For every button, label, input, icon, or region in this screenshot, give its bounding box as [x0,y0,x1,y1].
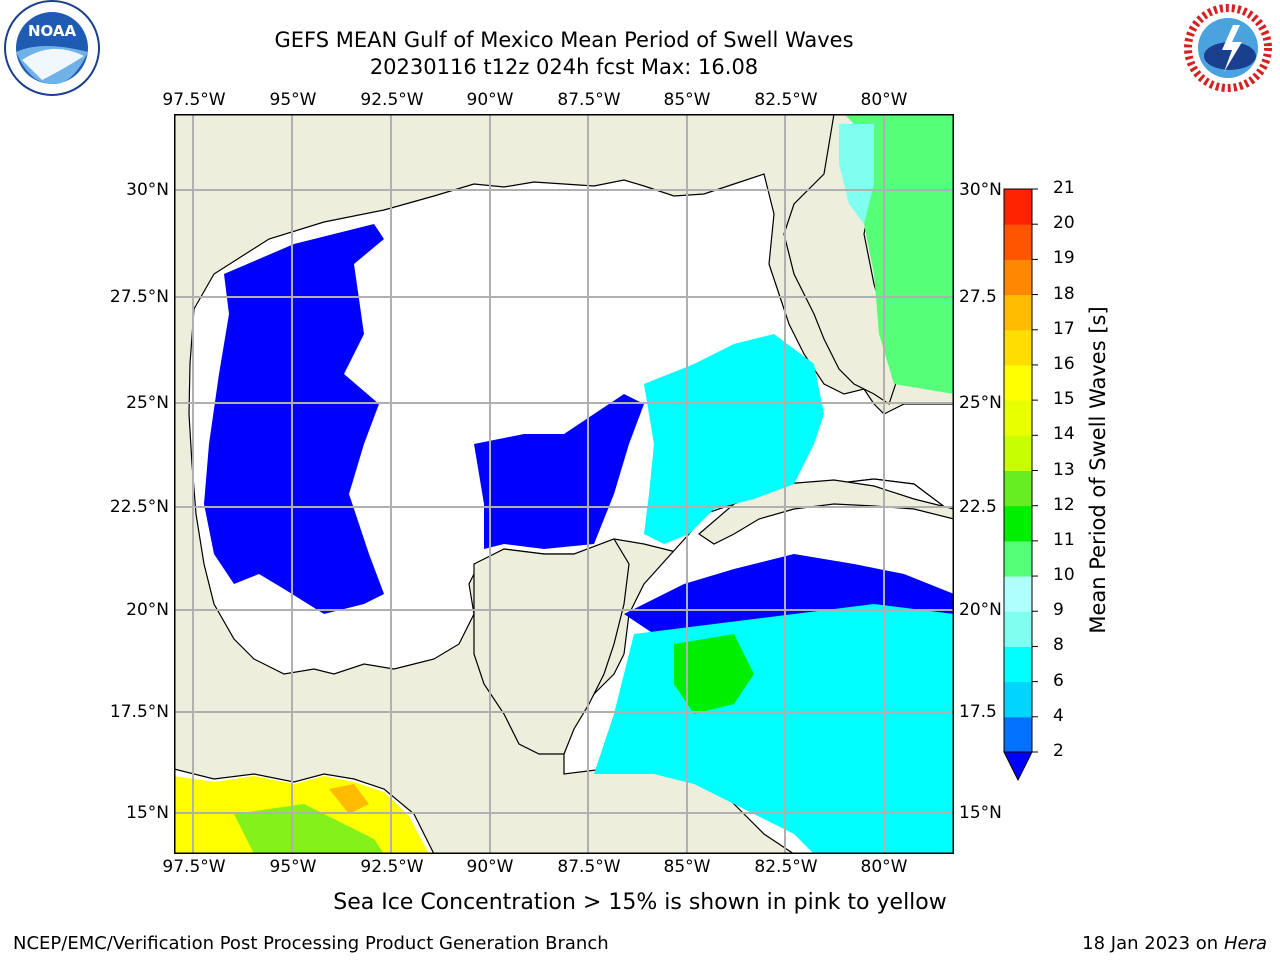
lon-label-top: 95°W [269,90,317,110]
colorbar-tick-label: 4 [1053,705,1064,726]
colorbar-segment [1004,294,1032,331]
lat-label-right: 25°N [959,393,1002,413]
colorbar-segment [1004,259,1032,296]
yucatan-peninsula [473,538,630,755]
lat-label-right: 20°N [959,600,1002,620]
footer-host: Hera [1223,933,1267,954]
lon-label-bottom: 92.5°W [360,857,424,877]
colorbar-segment [1004,611,1032,647]
colorbar-tick-label: 12 [1053,494,1075,515]
noaa-logo: NOAA [2,0,102,100]
colorbar-tick-label: 10 [1053,565,1075,586]
colorbar-segment [1004,435,1032,471]
map-gridlines [174,114,954,854]
chart-title-line1: GEFS MEAN Gulf of Mexico Mean Period of … [274,28,854,52]
map-panel [174,114,954,854]
swell-patch-cyan [644,334,824,544]
lon-label-bottom: 97.5°W [162,857,226,877]
colorbar-segment [1004,576,1032,612]
swell-patch-west [204,224,384,614]
noaa-logo-text: NOAA [28,22,77,40]
colorbar-tick-label: 18 [1053,283,1075,304]
colorbar-segment [1004,681,1032,718]
colorbar-segment [1004,540,1032,577]
lon-label-top: 92.5°W [360,90,424,110]
colorbar-frame [1003,188,1033,753]
colorbar-tick-label: 14 [1053,424,1075,445]
swell-patch-pacific-green [234,804,384,854]
lat-label-left: 27.5°N [109,287,169,307]
colorbar-segment [1004,646,1032,683]
swell-patch-caribbean-green [674,634,754,714]
colorbar-tick-label: 11 [1053,529,1075,550]
lat-label-right: 30°N [959,180,1002,200]
lon-label-bottom: 90°W [466,857,514,877]
lon-label-top: 80°W [860,90,908,110]
lon-label-top: 85°W [663,90,711,110]
lat-label-left: 20°N [126,600,169,620]
lat-label-left: 25°N [126,393,169,413]
footer-timestamp: 18 Jan 2023 on Hera [1082,933,1267,954]
lat-label-right: 22.5 [959,497,997,517]
lat-label-right: 17.5 [959,702,997,722]
footer-credit: NCEP/EMC/Verification Post Processing Pr… [13,933,609,954]
lat-label-left: 22.5°N [109,497,169,517]
colorbar-tick-label: 20 [1053,213,1075,234]
lat-label-left: 15°N [126,803,169,823]
lon-label-bottom: 80°W [860,857,908,877]
lon-label-top: 87.5°W [557,90,621,110]
nws-logo [1178,0,1278,100]
swell-patch-pacific-orange [329,784,369,814]
lat-label-right: 15°N [959,803,1002,823]
lon-label-top: 90°W [466,90,514,110]
lat-label-left: 17.5°N [109,702,169,722]
colorbar-tick-label: 9 [1053,600,1064,621]
colorbar-tick-label: 2 [1053,741,1064,761]
colorbar-tick-label: 17 [1053,318,1075,339]
colorbar-segment [1004,329,1032,366]
lon-label-top: 82.5°W [754,90,818,110]
lon-label-bottom: 82.5°W [754,857,818,877]
colorbar-segment [1004,470,1032,507]
lon-label-bottom: 85°W [663,857,711,877]
colorbar-segment [1004,224,1032,260]
colorbar-tick-labels: 2 4 6 8 9 10 11 12 13 14 15 16 17 18 19 20 21 [1050,0,1090,960]
cuba-island [698,479,954,545]
colorbar-tick-label: 13 [1053,459,1075,480]
colorbar-segment [1004,400,1032,436]
lat-label-right: 27.5 [959,287,997,307]
colorbar-label: Mean Period of Swell Waves [s] [1086,306,1110,634]
colorbar-tick-label: 6 [1053,670,1064,691]
colorbar-extend-arrow [1003,751,1033,782]
lon-label-bottom: 95°W [269,857,317,877]
map-frame [174,114,954,854]
colorbar-tick-label: 15 [1053,389,1075,410]
colorbar-segment [1004,364,1032,401]
sea-ice-caption: Sea Ice Concentration > 15% is shown in … [333,890,947,915]
colorbar-tick-label: 19 [1053,248,1075,269]
colorbar-tick-label: 16 [1053,353,1075,374]
swell-patch-atlantic-cyan [839,124,874,224]
lon-label-top: 97.5°W [162,90,226,110]
swell-patch-atlantic [844,114,954,394]
lon-label-bottom: 87.5°W [557,857,621,877]
lat-label-left: 30°N [126,180,169,200]
colorbar-segment [1004,505,1032,542]
colorbar-tick-label: 21 [1053,178,1075,198]
colorbar-segment [1004,189,1032,225]
footer-date: 18 Jan 2023 on [1082,933,1224,954]
colorbar-segment [1004,716,1032,753]
colorbar-tick-label: 8 [1053,635,1064,656]
colorbar [1003,188,1038,782]
swell-patch-central [474,394,644,549]
chart-title-line2: 20230116 t12z 024h fcst Max: 16.08 [369,55,759,79]
